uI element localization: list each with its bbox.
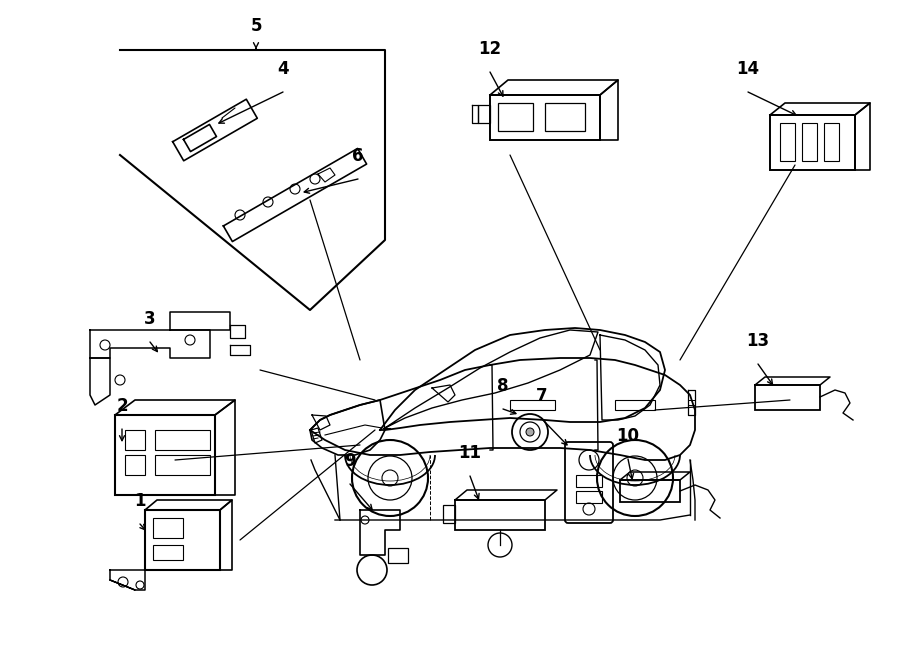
Text: 9: 9 bbox=[344, 452, 356, 470]
Text: 1: 1 bbox=[134, 492, 146, 510]
Bar bbox=[455, 500, 545, 530]
Bar bbox=[498, 103, 533, 131]
Text: 6: 6 bbox=[352, 147, 364, 165]
Text: 8: 8 bbox=[497, 377, 508, 395]
Text: 14: 14 bbox=[736, 60, 760, 78]
Text: 11: 11 bbox=[458, 444, 482, 462]
Text: 2: 2 bbox=[116, 397, 128, 415]
Bar bbox=[620, 480, 680, 502]
Bar bbox=[780, 123, 795, 161]
Bar bbox=[443, 505, 455, 523]
Bar bbox=[510, 400, 555, 410]
Bar bbox=[576, 491, 602, 503]
Bar bbox=[615, 400, 655, 410]
Text: 10: 10 bbox=[616, 427, 640, 445]
Bar bbox=[824, 123, 839, 161]
Bar bbox=[145, 510, 220, 570]
Bar bbox=[125, 455, 145, 475]
Bar bbox=[115, 415, 215, 495]
Bar bbox=[576, 475, 602, 487]
Bar bbox=[490, 95, 600, 140]
Bar bbox=[755, 385, 820, 410]
Bar bbox=[155, 455, 210, 475]
Bar bbox=[545, 103, 585, 131]
Bar bbox=[153, 545, 183, 560]
Bar bbox=[770, 115, 855, 170]
Text: 12: 12 bbox=[479, 40, 501, 58]
Bar bbox=[388, 548, 408, 563]
Bar bbox=[153, 518, 183, 538]
Bar bbox=[478, 105, 490, 123]
Bar bbox=[155, 430, 210, 450]
Text: 13: 13 bbox=[746, 332, 769, 350]
Text: 4: 4 bbox=[277, 60, 289, 78]
Text: 7: 7 bbox=[536, 387, 548, 405]
Bar bbox=[125, 430, 145, 450]
Text: 3: 3 bbox=[144, 310, 156, 328]
Bar bbox=[802, 123, 817, 161]
Circle shape bbox=[526, 428, 534, 436]
Text: 5: 5 bbox=[250, 17, 262, 35]
